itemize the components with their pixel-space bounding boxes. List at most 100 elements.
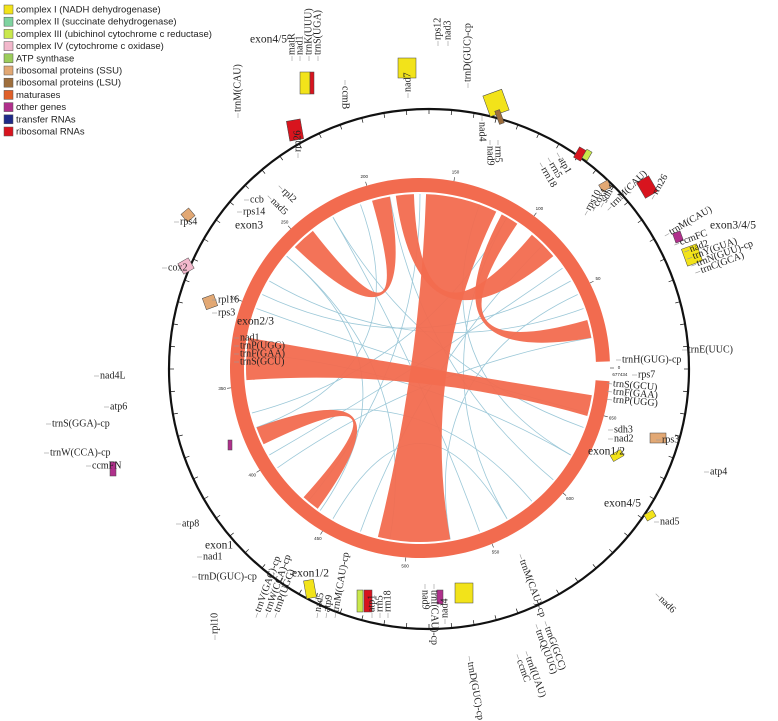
circle-tick (361, 615, 364, 621)
gene-box (109, 461, 117, 477)
circle-tick (215, 514, 221, 519)
gene-label: nad1 (240, 332, 259, 343)
gene-label: trnS(GGA)-cp (52, 418, 110, 429)
legend-swatch (3, 77, 14, 88)
circle-tick (624, 201, 629, 206)
ring-tick (533, 212, 537, 217)
gene-label: trnM(CAU) (232, 64, 243, 112)
link-line (262, 280, 571, 329)
link-line (444, 294, 578, 540)
legend-swatch (3, 53, 14, 64)
gene-label: trnS(GCU) (613, 378, 658, 393)
ring-tick (320, 530, 323, 535)
ribbon (475, 214, 592, 343)
legend-swatch (3, 65, 14, 76)
legend-swatch (3, 126, 14, 137)
legend-label: transfer RNAs (16, 114, 76, 125)
gene-box (303, 578, 317, 600)
exon-label: exon1 (205, 540, 233, 552)
gene-label: trnM(CAU)-cp (517, 558, 548, 619)
circle-tick (339, 124, 343, 130)
circle-tick (383, 620, 386, 626)
gene-box (227, 439, 233, 451)
circle-tick (515, 608, 519, 614)
gene-leader (265, 612, 268, 618)
legend-label: complex II (succinate dehydrogenase) (16, 17, 177, 28)
gene-box (201, 293, 219, 311)
gene-box (454, 582, 474, 604)
circle-tick (184, 455, 190, 459)
circle-tick (177, 434, 183, 437)
gene-label: atp8 (182, 518, 199, 529)
gene-leader (334, 612, 337, 618)
gene-leader (539, 162, 543, 168)
ring-tick-label: 650 (609, 415, 617, 420)
circle-tick (494, 615, 497, 621)
gene-leader (674, 243, 680, 246)
gene-box (636, 175, 658, 199)
exon-label: exon1/2 (292, 568, 329, 580)
gene-leader (684, 250, 690, 253)
ring-tick (365, 181, 368, 186)
legend-label: ribosomal proteins (SSU) (16, 66, 122, 77)
link-line (256, 204, 377, 428)
circle-tick (668, 455, 674, 459)
circle-tick (203, 238, 209, 242)
circle-tick (172, 412, 178, 415)
gene-box (494, 109, 505, 125)
legend-label: maturases (16, 90, 61, 101)
gene-label: rps7 (638, 369, 655, 380)
gene-leader (547, 157, 551, 163)
ribbon (294, 196, 396, 298)
ribbon (395, 194, 554, 301)
gene-label: cox2 (168, 262, 187, 273)
gene-label: atp9 (321, 594, 335, 613)
gene-box (309, 71, 315, 95)
gene-label: sdh3 (614, 424, 633, 435)
circle-tick (261, 564, 266, 569)
ring-tick (603, 415, 608, 418)
circle-tick (193, 258, 199, 262)
ring-tick-label: 150 (452, 169, 460, 174)
circle-tick (215, 219, 221, 224)
ring-total-label: 677434 (612, 372, 628, 377)
circle-tick (361, 117, 364, 123)
gene-label: nad5 (312, 592, 326, 613)
gene-label: nad9 (420, 590, 431, 609)
gene-leader (687, 257, 693, 260)
circle-tick (515, 124, 519, 130)
circle-tick (172, 323, 178, 326)
legend-swatch (3, 29, 14, 39)
gene-leader (584, 210, 588, 216)
exon-label: exon4/5 (604, 498, 641, 510)
gene-label: nad7 (402, 73, 413, 92)
ring-tick-label: 450 (314, 536, 322, 541)
ring-tick-label: 200 (360, 174, 368, 179)
gene-leader (325, 612, 328, 618)
exon-label: exon1/2 (588, 446, 625, 458)
gene-label: trnH(GUG)-cp (622, 354, 681, 365)
circle-tick (184, 279, 190, 283)
gene-box (356, 589, 364, 613)
gene-label: rrn26 (292, 130, 303, 152)
gene-label: nad6 (656, 594, 678, 616)
ring-tick-label: 300 (230, 295, 238, 300)
gene-leader (519, 554, 522, 560)
circle-tick (203, 496, 209, 500)
gene-label: nad1 (203, 551, 222, 562)
gene-label: ccmFN (92, 460, 121, 471)
gene-box (397, 57, 417, 79)
chords (230, 178, 610, 559)
circle-tick (637, 514, 643, 519)
gene-leader (592, 206, 596, 212)
circle-tick (229, 201, 234, 206)
gene-leader (278, 185, 283, 190)
circle-tick (472, 620, 475, 626)
gene-label: nad4 (439, 599, 450, 618)
circle-tick (244, 549, 249, 554)
ribbon (377, 194, 497, 542)
exon-label: exon4/5 (250, 34, 287, 46)
gene-box (177, 257, 195, 275)
ring-tick (453, 177, 455, 182)
